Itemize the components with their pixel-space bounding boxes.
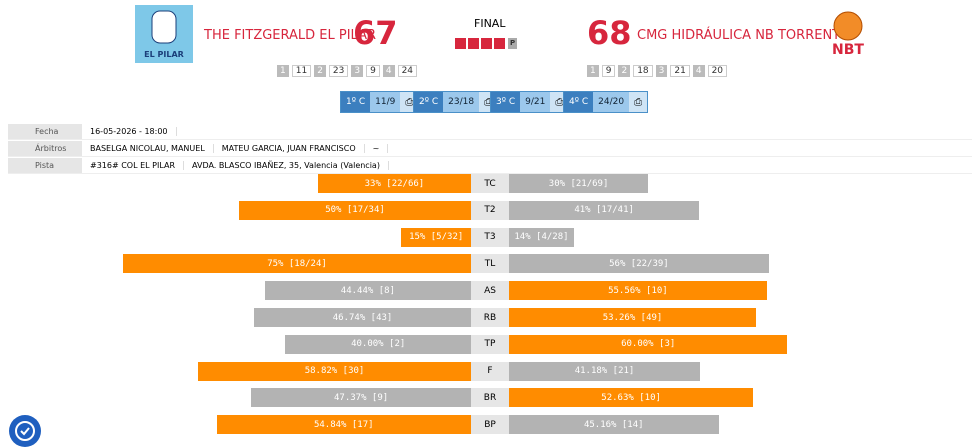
away-bar: 14% [4/28]: [509, 227, 574, 247]
away-team: CMG HIDRÁULICA NB TORRENT: [637, 28, 841, 43]
quarter-label: 1º C: [341, 92, 371, 112]
quarter-points: 9: [601, 65, 616, 77]
quarter-label: 2º C: [414, 92, 444, 112]
stat-label: RB: [471, 308, 509, 327]
stat-label: BP: [471, 415, 509, 435]
quarter-button[interactable]: 4º C 24/20 ⎙: [563, 91, 649, 113]
away-bar: 41% [17/41]: [509, 200, 700, 220]
info-label: Fecha: [8, 124, 82, 139]
away-bar: 45.16% [14]: [509, 415, 719, 435]
home-bar: 58.82% [30]: [198, 361, 471, 381]
quarter-number: 3: [655, 65, 668, 77]
info-value: #316# COL EL PILAR: [82, 161, 185, 170]
info-value: AVDA. BLASCO IBAÑEZ, 35, Valencia (Valen…: [184, 161, 389, 170]
period: P: [508, 38, 518, 49]
stat-label: AS: [471, 281, 509, 301]
home-bar: 40.00% [2]: [285, 334, 471, 354]
info-row: Pista #316# COL EL PILAR AVDA. BLASCO IBAÑ…: [8, 158, 972, 174]
info-value: BASELGA NICOLAU, MANUEL: [82, 144, 214, 153]
quarter-icon: ⎙: [629, 92, 648, 112]
info-row: Fecha 16-05-2026 - 18:00: [8, 124, 972, 140]
quarter-score: 23/18: [443, 92, 480, 112]
home-team: THE FITZGERALD EL PILAR: [204, 28, 377, 43]
quarter-points: 21: [670, 65, 690, 77]
home-bar: 46.74% [43]: [254, 308, 471, 327]
period-boxes: P: [455, 38, 518, 49]
quarter-button[interactable]: 3º C 9/21 ⎙: [490, 91, 570, 113]
status: FINAL: [474, 17, 506, 30]
quarter-number: 4: [382, 65, 395, 77]
quarter-number: 2: [314, 65, 326, 77]
quarter-score: 24/20: [593, 92, 630, 112]
away-bar: 56% [22/39]: [509, 254, 769, 274]
quarter-button[interactable]: 1º C 11/9 ⎙: [340, 91, 420, 113]
home-bar: 15% [5/32]: [401, 227, 471, 247]
quarter-number: 1: [277, 65, 289, 77]
home-quarters: 1 11 2 23 3 9 4 24: [277, 65, 418, 77]
home-logo: EL PILAR: [135, 5, 193, 63]
info-label: Pista: [8, 158, 82, 173]
quarter-points: 11: [291, 65, 312, 77]
stat-label: F: [471, 361, 509, 381]
quarter-points: 9: [366, 65, 380, 77]
home-bar: 44.44% [8]: [264, 281, 471, 301]
stat-label: TC: [471, 174, 509, 193]
quarter-label: 3º C: [491, 92, 521, 112]
away-bar: 55.56% [10]: [509, 281, 767, 301]
quarter-number: 1: [587, 65, 599, 77]
stat-label: T3: [471, 227, 509, 247]
home-bar: 47.37% [9]: [251, 388, 471, 408]
stat-label: TL: [471, 254, 509, 274]
accessibility-button[interactable]: [8, 414, 42, 448]
stat-label: T2: [471, 200, 509, 220]
quarter-number: 3: [351, 65, 364, 77]
away-bar: 30% [21/69]: [509, 174, 649, 193]
info-row: Árbitros BASELGA NICOLAU, MANUEL MATEU GAR…: [8, 141, 972, 157]
quarter-points: 23: [328, 65, 349, 77]
quarter-points: 24: [397, 65, 418, 77]
info-value: MATEU GARCIA, JUAN FRANCISCO: [214, 144, 365, 153]
info-value: ~: [365, 144, 389, 153]
away-quarters: 1 9 2 18 3 21 4 20: [587, 65, 728, 77]
away-bar: 52.63% [10]: [509, 388, 754, 408]
quarter-points: 18: [633, 65, 653, 77]
home-logo-text: EL PILAR: [144, 50, 184, 59]
quarter-points: 20: [707, 65, 728, 77]
home-bar: 75% [18/24]: [123, 254, 471, 274]
away-logo-text: NBT: [832, 42, 864, 58]
away-bar: 60.00% [3]: [509, 334, 788, 354]
away-bar: 53.26% [49]: [509, 308, 757, 327]
quarter-score: 11/9: [370, 92, 401, 112]
home-score: 67: [353, 14, 398, 52]
info-label: Árbitros: [8, 141, 82, 156]
quarter-label: 4º C: [564, 92, 594, 112]
info-value: 16-05-2026 - 18:00: [82, 127, 177, 136]
quarter-button[interactable]: 2º C 23/18 ⎙: [413, 91, 499, 113]
stat-label: TP: [471, 334, 509, 354]
away-score: 68: [587, 14, 632, 52]
home-bar: 54.84% [17]: [216, 415, 471, 435]
quarter-number: 2: [618, 65, 631, 77]
away-bar: 41.18% [21]: [509, 361, 701, 381]
home-bar: 50% [17/34]: [239, 200, 471, 220]
quarter-score: 9/21: [520, 92, 551, 112]
home-bar: 33% [22/66]: [317, 174, 471, 193]
stat-label: BR: [471, 388, 509, 408]
quarter-number: 4: [692, 65, 705, 77]
away-logo: NBT: [832, 11, 864, 58]
